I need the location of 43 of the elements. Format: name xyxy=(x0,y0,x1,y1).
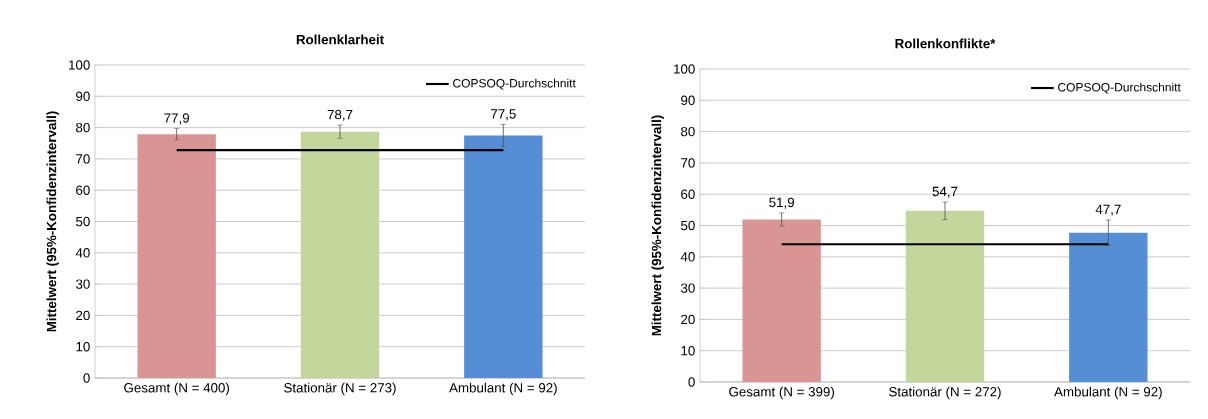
bar xyxy=(905,210,985,382)
y-tick-label: 70 xyxy=(76,154,90,164)
y-tick-label: 20 xyxy=(76,310,90,321)
y-tick-label: 80 xyxy=(681,126,695,137)
y-tick-label: 50 xyxy=(681,220,695,231)
y-axis-title: Mittelwert (95%-Konfidenzintervall) xyxy=(651,115,664,336)
x-tick-label: Ambulant (N = 92) xyxy=(449,382,557,396)
y-tick-label: 70 xyxy=(681,158,695,168)
y-tick-label: 60 xyxy=(76,185,90,195)
y-tick-label: 20 xyxy=(681,314,695,325)
y-tick-label: 100 xyxy=(674,64,695,74)
y-tick-label: 0 xyxy=(688,377,695,387)
legend-label: COPSOQ-Durchschnitt xyxy=(1058,82,1181,94)
chart-title: Rollenkonflikte* xyxy=(895,38,996,49)
chart-title: Rollenklarheit xyxy=(296,34,384,45)
y-tick-label: 40 xyxy=(75,248,90,258)
y-tick-label: 100 xyxy=(69,60,90,70)
y-tick-label: 10 xyxy=(681,345,695,356)
data-label: 51,9 xyxy=(769,197,795,209)
y-tick-label: 50 xyxy=(76,216,90,227)
y-tick-label: 0 xyxy=(83,373,90,383)
data-label: 77,9 xyxy=(164,113,190,125)
data-label: 47,7 xyxy=(1095,204,1121,216)
y-tick-label: 60 xyxy=(681,189,695,199)
data-label: 54,7 xyxy=(932,186,958,198)
x-tick-label: Gesamt (N = 400) xyxy=(124,382,229,396)
x-tick-label: Gesamt (N = 399) xyxy=(729,386,834,400)
data-label: 78,7 xyxy=(327,109,353,121)
y-tick-label: 80 xyxy=(76,122,90,133)
x-tick-label: Ambulant (N = 92) xyxy=(1054,386,1162,400)
x-tick-label: Stationär (N = 273) xyxy=(284,382,396,396)
y-tick-label: 30 xyxy=(680,283,695,293)
data-label: 77,5 xyxy=(491,109,516,121)
y-tick-label: 90 xyxy=(681,95,695,106)
y-axis-title: Mittelwert (95%-Konfidenzintervall) xyxy=(46,111,59,332)
bar xyxy=(1069,232,1148,382)
y-tick-label: 40 xyxy=(680,252,695,262)
bar xyxy=(742,219,821,382)
y-tick-label: 10 xyxy=(76,341,90,352)
legend-label: COPSOQ-Durchschnitt xyxy=(453,78,576,90)
y-tick-label: 30 xyxy=(75,279,90,289)
x-tick-label: Stationär (N = 272) xyxy=(889,386,1001,400)
y-tick-label: 90 xyxy=(76,91,90,102)
